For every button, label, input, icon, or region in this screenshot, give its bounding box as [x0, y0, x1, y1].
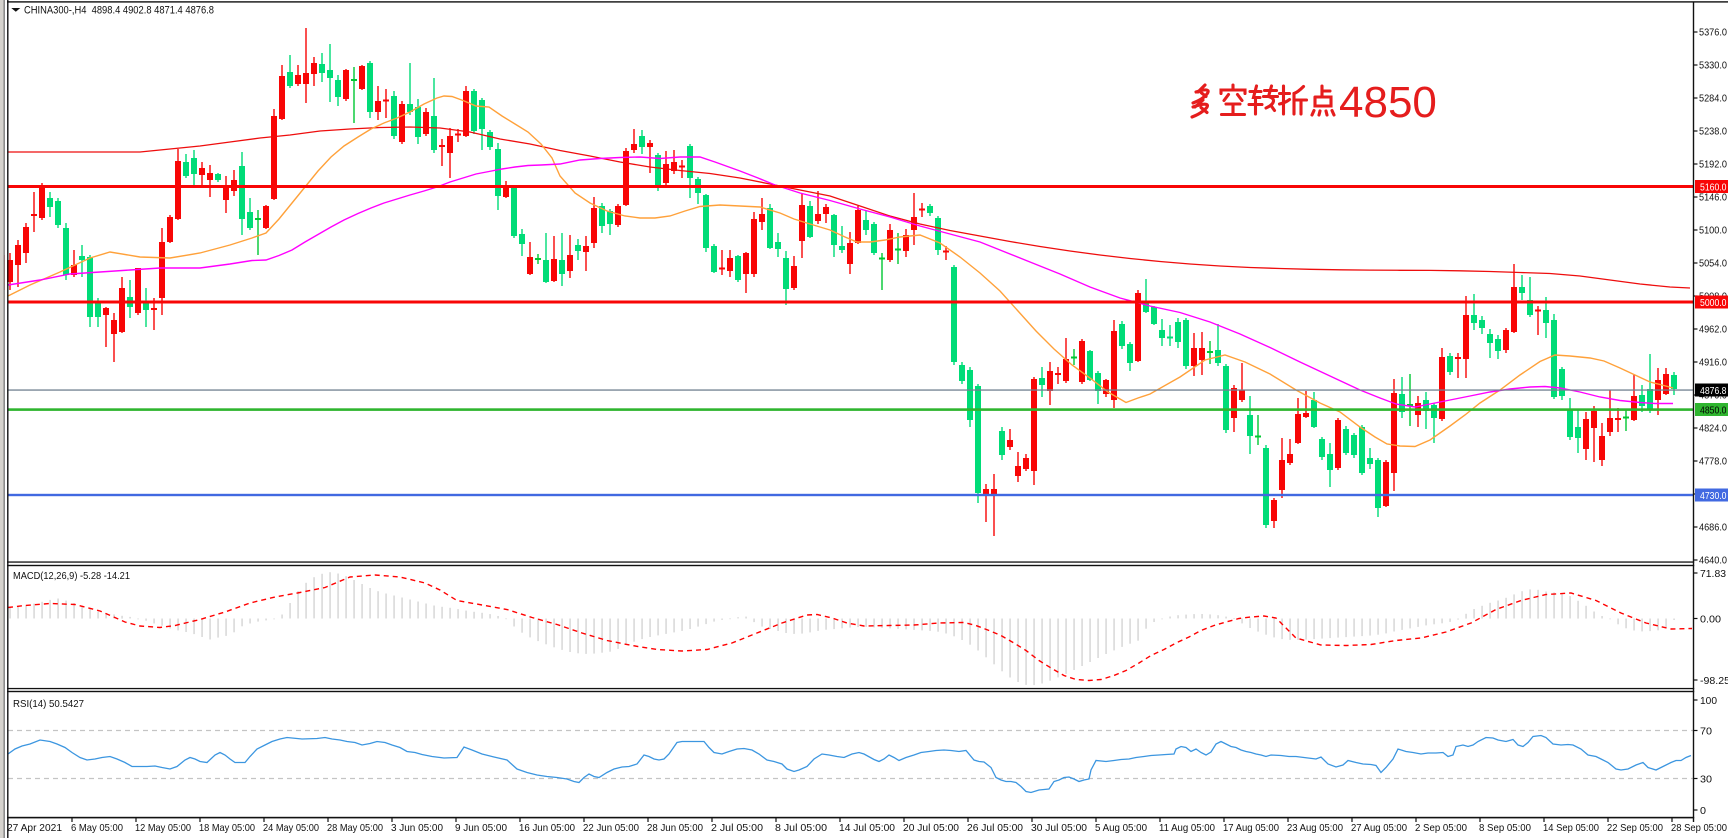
- svg-text:5054.0: 5054.0: [1699, 258, 1727, 270]
- svg-text:8 Jul 05:00: 8 Jul 05:00: [775, 822, 827, 834]
- svg-text:16 Jun 05:00: 16 Jun 05:00: [519, 822, 575, 834]
- svg-text:5376.0: 5376.0: [1699, 27, 1727, 39]
- svg-text:2 Sep 05:00: 2 Sep 05:00: [1415, 822, 1467, 834]
- svg-text:4962.0: 4962.0: [1699, 324, 1727, 336]
- svg-text:5238.0: 5238.0: [1699, 126, 1727, 138]
- svg-text:4850.0: 4850.0: [1700, 404, 1727, 416]
- svg-text:4916.0: 4916.0: [1699, 357, 1727, 369]
- svg-text:9 Jun 05:00: 9 Jun 05:00: [455, 822, 507, 834]
- svg-text:4730.0: 4730.0: [1700, 490, 1727, 502]
- svg-text:30 Jul 05:00: 30 Jul 05:00: [1031, 822, 1087, 834]
- svg-text:6 May 05:00: 6 May 05:00: [71, 822, 123, 834]
- svg-text:4850: 4850: [1339, 78, 1437, 127]
- svg-text:5146.0: 5146.0: [1699, 192, 1727, 204]
- svg-text:26 Jul 05:00: 26 Jul 05:00: [967, 822, 1023, 834]
- svg-text:0.00: 0.00: [1700, 613, 1721, 625]
- svg-text:5330.0: 5330.0: [1699, 60, 1727, 72]
- svg-text:4876.8: 4876.8: [1700, 385, 1727, 397]
- svg-text:17 Aug 05:00: 17 Aug 05:00: [1223, 822, 1279, 834]
- svg-text:4686.0: 4686.0: [1699, 522, 1727, 534]
- svg-text:100: 100: [1700, 695, 1717, 707]
- svg-text:28 Sep 05:00: 28 Sep 05:00: [1671, 822, 1727, 834]
- svg-text:3 Jun 05:00: 3 Jun 05:00: [391, 822, 443, 834]
- svg-text:28 May 05:00: 28 May 05:00: [327, 822, 383, 834]
- svg-text:27 Aug 05:00: 27 Aug 05:00: [1351, 822, 1407, 834]
- svg-text:18 May 05:00: 18 May 05:00: [199, 822, 255, 834]
- svg-text:0: 0: [1700, 805, 1706, 817]
- svg-text:-98.25: -98.25: [1700, 675, 1728, 687]
- svg-text:4778.0: 4778.0: [1699, 456, 1727, 468]
- svg-text:5000.0: 5000.0: [1700, 297, 1727, 309]
- svg-text:5284.0: 5284.0: [1699, 93, 1727, 105]
- svg-text:14 Sep 05:00: 14 Sep 05:00: [1543, 822, 1599, 834]
- svg-text:30: 30: [1700, 773, 1712, 785]
- svg-text:22 Sep 05:00: 22 Sep 05:00: [1607, 822, 1663, 834]
- svg-text:4824.0: 4824.0: [1699, 423, 1727, 435]
- svg-text:12 May 05:00: 12 May 05:00: [135, 822, 191, 834]
- svg-text:MACD(12,26,9) -5.28 -14.21: MACD(12,26,9) -5.28 -14.21: [13, 570, 130, 582]
- svg-text:70: 70: [1700, 725, 1712, 737]
- svg-text:CHINA300-,H4 4898.4 4902.8 48: CHINA300-,H4 4898.4 4902.8 4871.4 4876.8: [24, 5, 214, 17]
- svg-text:5100.0: 5100.0: [1699, 225, 1727, 237]
- svg-text:4640.0: 4640.0: [1699, 555, 1727, 567]
- svg-text:28 Jun 05:00: 28 Jun 05:00: [647, 822, 703, 834]
- svg-text:11 Aug 05:00: 11 Aug 05:00: [1159, 822, 1215, 834]
- svg-text:5192.0: 5192.0: [1699, 159, 1727, 171]
- svg-text:14 Jul 05:00: 14 Jul 05:00: [839, 822, 895, 834]
- svg-text:8 Sep 05:00: 8 Sep 05:00: [1479, 822, 1531, 834]
- svg-text:20 Jul 05:00: 20 Jul 05:00: [903, 822, 959, 834]
- svg-text:24 May 05:00: 24 May 05:00: [263, 822, 319, 834]
- svg-text:71.83: 71.83: [1700, 568, 1726, 580]
- svg-text:RSI(14) 50.5427: RSI(14) 50.5427: [13, 698, 84, 710]
- svg-text:23 Aug 05:00: 23 Aug 05:00: [1287, 822, 1343, 834]
- svg-text:2 Jul 05:00: 2 Jul 05:00: [711, 822, 763, 834]
- svg-text:5 Aug 05:00: 5 Aug 05:00: [1095, 822, 1147, 834]
- svg-text:22 Jun 05:00: 22 Jun 05:00: [583, 822, 639, 834]
- svg-text:27 Apr 2021: 27 Apr 2021: [7, 822, 62, 834]
- svg-text:5160.0: 5160.0: [1700, 181, 1727, 193]
